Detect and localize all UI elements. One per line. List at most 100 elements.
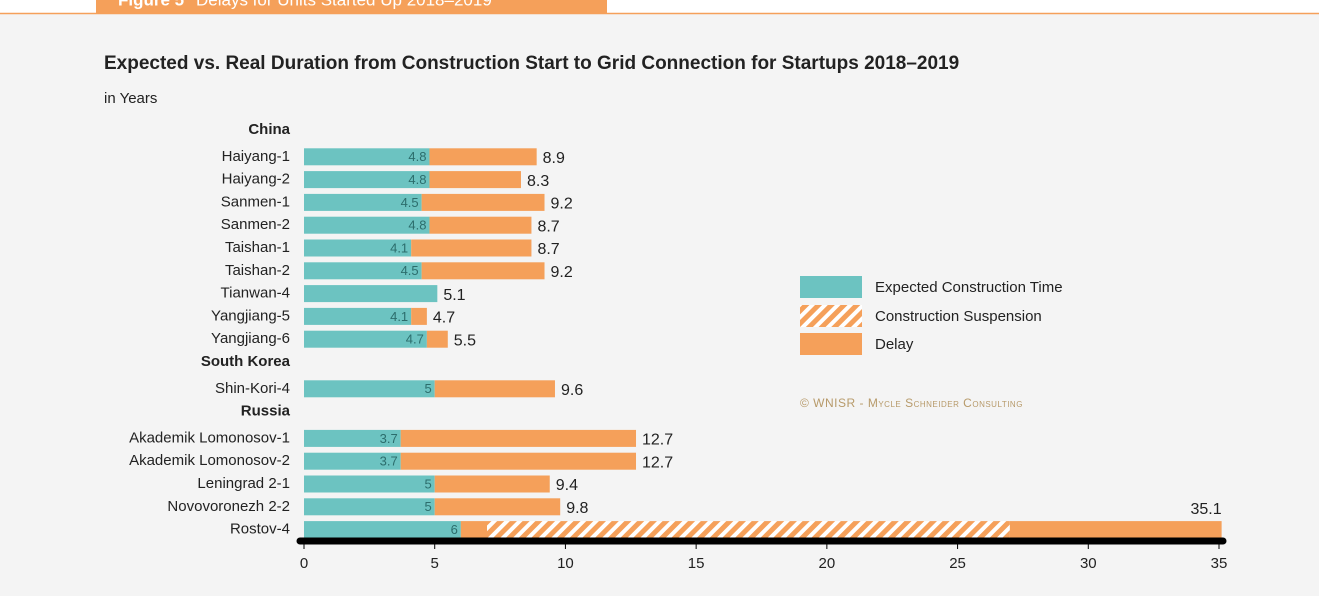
- figure-banner: [96, 0, 607, 13]
- x-tick-label: 30: [1080, 555, 1097, 572]
- total-label: 9.4: [556, 477, 578, 494]
- category-label: Akademik Lomonosov-1: [129, 429, 290, 446]
- category-label: Sanmen-2: [221, 216, 290, 233]
- value-label: 5: [424, 499, 431, 514]
- total-label: 5.5: [454, 332, 476, 349]
- x-tick-label: 35: [1211, 555, 1228, 572]
- value-label: 5: [424, 381, 431, 396]
- total-label: 9.6: [561, 382, 583, 399]
- bar-delay: [460, 521, 487, 539]
- bar-expected: [304, 193, 422, 211]
- value-label: 4.8: [408, 149, 426, 164]
- category-label: Haiyang-2: [222, 171, 290, 188]
- category-label: Taishan-2: [225, 262, 290, 279]
- category-label: Yangjiang-6: [211, 330, 290, 347]
- bar-expected: [304, 330, 427, 348]
- bar-expected: [304, 285, 438, 303]
- bar-delay: [411, 239, 532, 257]
- chart-title: Expected vs. Real Duration from Construc…: [104, 53, 959, 74]
- legend-swatch: [800, 333, 862, 355]
- value-label: 4.1: [390, 240, 408, 255]
- category-label: Tianwan-4: [221, 285, 290, 302]
- bar-delay: [400, 452, 637, 470]
- bar-delay: [429, 171, 521, 189]
- value-label: 5: [424, 476, 431, 491]
- panel: [0, 14, 1319, 596]
- bar-delay: [426, 330, 448, 348]
- value-label: 4.1: [390, 309, 408, 324]
- x-tick-label: 20: [819, 555, 836, 572]
- total-label: 8.7: [537, 218, 559, 235]
- x-tick-label: 25: [949, 555, 966, 572]
- bar-delay: [400, 429, 637, 447]
- bar-expected: [304, 429, 401, 447]
- category-label: Shin-Kori-4: [215, 380, 290, 397]
- group-label: China: [248, 121, 290, 138]
- legend-label: Expected Construction Time: [875, 279, 1063, 296]
- bar-expected: [304, 307, 412, 325]
- total-label: 9.2: [551, 264, 573, 281]
- category-label: Taishan-1: [225, 239, 290, 256]
- total-label: 12.7: [642, 432, 673, 449]
- bar-expected: [304, 239, 412, 257]
- value-label: 3.7: [380, 431, 398, 446]
- bar-expected: [304, 148, 430, 166]
- value-label: 4.8: [408, 218, 426, 233]
- total-label: 9.2: [551, 196, 573, 213]
- bar-expected: [304, 498, 435, 516]
- group-label: Russia: [241, 403, 291, 420]
- value-label: 4.5: [401, 263, 419, 278]
- legend-label: Delay: [875, 336, 914, 353]
- x-tick-label: 15: [688, 555, 705, 572]
- bar-expected: [304, 475, 435, 493]
- total-label: 35.1: [1190, 501, 1221, 518]
- category-label: Sanmen-1: [221, 193, 290, 210]
- bar-suspension: [487, 521, 1010, 539]
- bar-expected: [304, 452, 401, 470]
- bar-delay: [421, 262, 545, 280]
- legend-swatch: [800, 276, 862, 298]
- total-label: 5.1: [443, 287, 465, 304]
- chart-subtitle: in Years: [104, 90, 157, 107]
- bar-delay: [1009, 521, 1222, 539]
- bar-delay: [434, 380, 555, 398]
- group-label: South Korea: [201, 353, 291, 370]
- category-label: Akademik Lomonosov-2: [129, 452, 290, 469]
- total-label: 8.3: [527, 173, 549, 190]
- bar-expected: [304, 216, 430, 234]
- value-label: 3.7: [380, 454, 398, 469]
- figure-title: Delays for Units Started Up 2018–2019: [196, 0, 492, 9]
- bar-delay: [434, 498, 561, 516]
- value-label: 4.8: [408, 172, 426, 187]
- total-label: 12.7: [642, 454, 673, 471]
- total-label: 9.8: [566, 500, 588, 517]
- bar-delay: [429, 148, 537, 166]
- x-tick-label: 5: [431, 555, 439, 572]
- bar-expected: [304, 171, 430, 189]
- legend-label: Construction Suspension: [875, 308, 1042, 325]
- bar-delay: [429, 216, 532, 234]
- copyright: © WNISR - Mycle Schneider Consulting: [800, 396, 1023, 410]
- figure-label: Figure 5: [118, 0, 184, 9]
- bar-expected: [304, 521, 461, 539]
- category-label: Leningrad 2-1: [197, 475, 290, 492]
- x-tick-label: 0: [300, 555, 308, 572]
- bar-expected: [304, 380, 435, 398]
- value-label: 4.5: [401, 195, 419, 210]
- legend-swatch: [800, 305, 862, 327]
- category-label: Novovoronezh 2-2: [167, 498, 290, 515]
- value-label: 6: [451, 522, 458, 537]
- bar-expected: [304, 262, 422, 280]
- x-tick-label: 10: [557, 555, 574, 572]
- total-label: 8.7: [537, 241, 559, 258]
- bar-delay: [421, 193, 545, 211]
- category-label: Yangjiang-5: [211, 307, 290, 324]
- total-label: 8.9: [543, 150, 565, 167]
- value-label: 4.7: [406, 332, 424, 347]
- bar-delay: [434, 475, 550, 493]
- total-label: 4.7: [433, 310, 455, 327]
- bar-delay: [411, 307, 427, 325]
- category-label: Haiyang-1: [222, 148, 290, 165]
- category-label: Rostov-4: [230, 521, 290, 538]
